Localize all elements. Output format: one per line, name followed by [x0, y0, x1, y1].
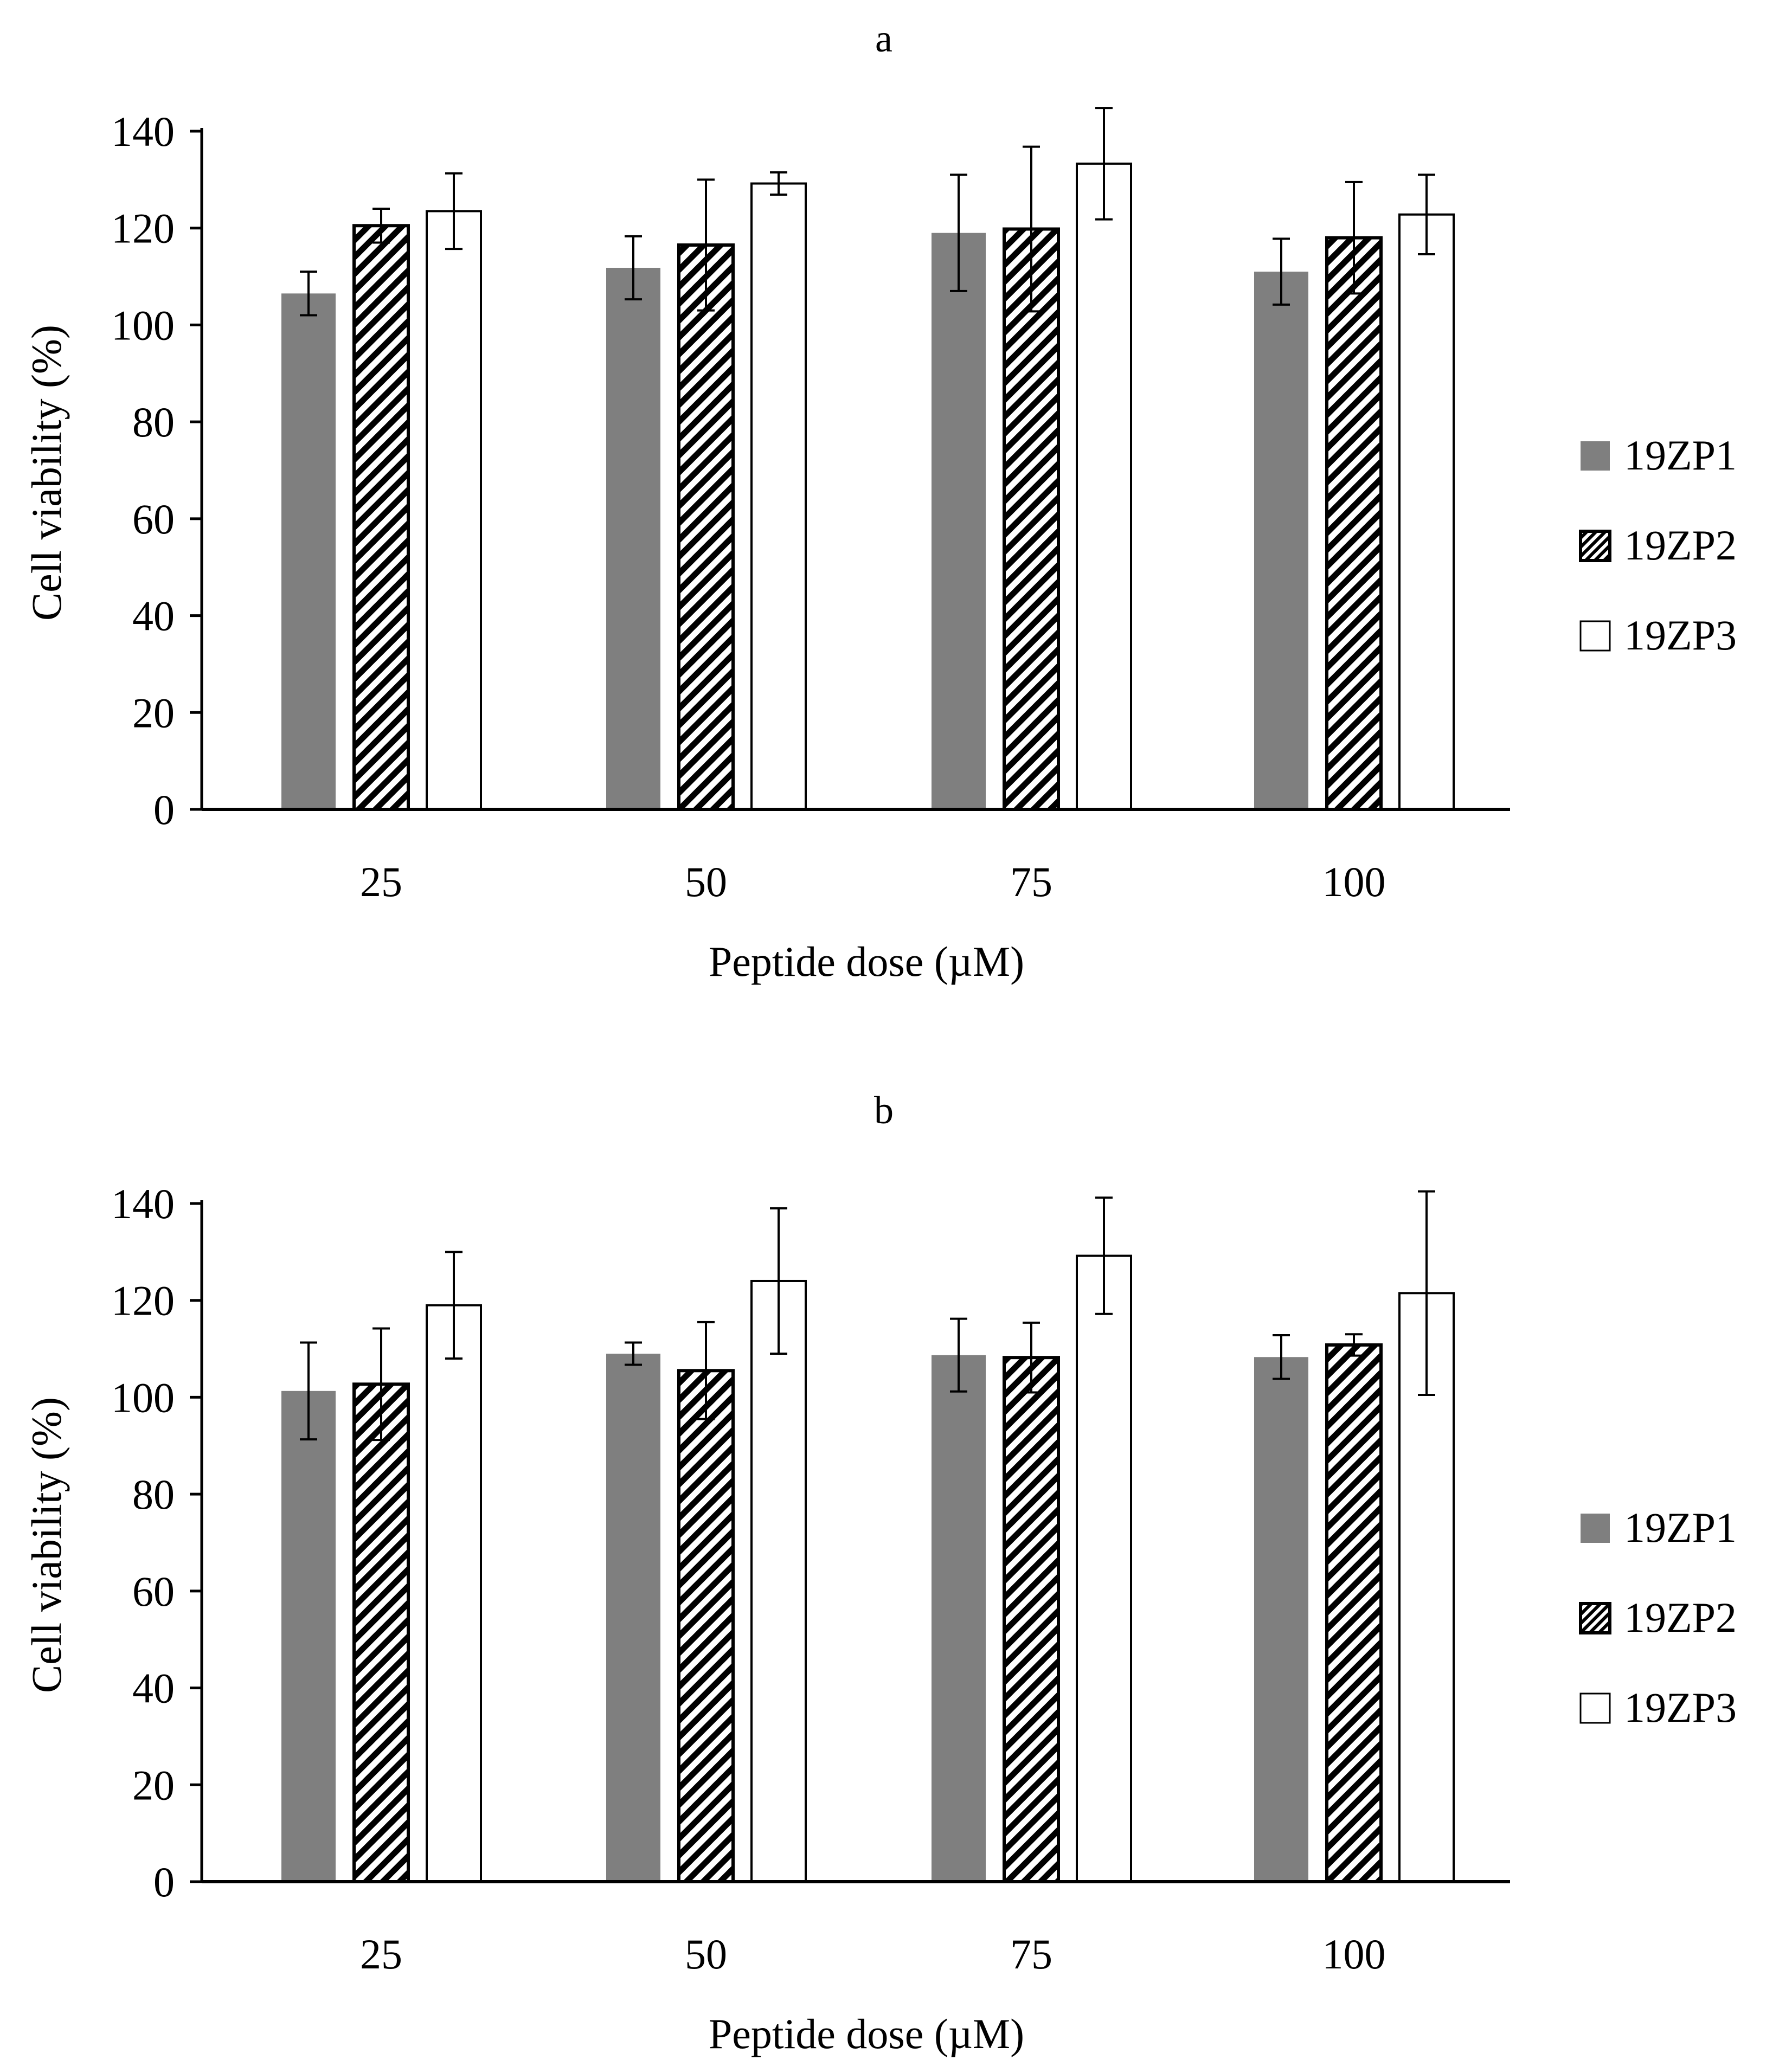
bar-19zp3	[426, 210, 482, 810]
bar-19zp3	[1398, 213, 1455, 810]
plot-area: 0 20 40 60 80 100 120 140 25 50 75 100	[111, 1180, 1510, 1978]
y-tick-label: 100	[111, 1374, 175, 1421]
legend-label-19zp2: 19ZP2	[1624, 1594, 1737, 1641]
bar-19zp1	[606, 267, 660, 809]
panel-label: b	[874, 1089, 894, 1132]
legend-swatch-19zp1	[1581, 1514, 1610, 1543]
bar-19zp3	[750, 1279, 807, 1883]
y-tick-label: 0	[153, 786, 175, 833]
bar-19zp1	[1254, 1357, 1308, 1882]
bar-19zp1	[281, 1391, 336, 1882]
y-tick-label: 80	[132, 1471, 175, 1518]
legend-label-19zp1: 19ZP1	[1624, 432, 1737, 479]
legend: 19ZP1 19ZP2 19ZP3	[1579, 432, 1737, 659]
x-tick-label: 100	[1322, 1930, 1386, 1978]
y-axis-label: Cell viability (%)	[23, 325, 70, 621]
x-tick-label: 75	[1010, 858, 1052, 905]
y-tick-label: 100	[111, 301, 175, 349]
y-tick-label: 140	[111, 108, 175, 155]
bar-19zp2	[1325, 236, 1383, 812]
bar-19zp1	[606, 1354, 660, 1882]
bar-19zp2	[352, 224, 410, 811]
panel-label: a	[875, 17, 892, 60]
legend: 19ZP1 19ZP2 19ZP3	[1579, 1504, 1737, 1731]
legend-label-19zp2: 19ZP2	[1624, 522, 1737, 569]
x-tick-label: 75	[1010, 1930, 1052, 1978]
chart-panel-b: b Cell viability (%) Peptide dose (µM) 0…	[23, 1089, 1737, 2057]
y-tick-label: 60	[132, 495, 175, 543]
bar-19zp2	[1325, 1343, 1383, 1883]
y-tick-label: 20	[132, 1761, 175, 1808]
y-tick-label: 40	[132, 593, 175, 640]
plot-area: 0 20 40 60 80 100 120 140 25 50 75 100	[111, 107, 1510, 905]
bar-19zp3	[750, 182, 807, 810]
legend-swatch-19zp2	[1579, 530, 1611, 562]
bar-19zp3	[426, 1304, 482, 1883]
bar-19zp2	[352, 1382, 410, 1884]
legend-label-19zp3: 19ZP3	[1624, 1684, 1737, 1731]
legend-label-19zp1: 19ZP1	[1624, 1504, 1737, 1551]
bar-19zp3	[1076, 1254, 1132, 1883]
legend-swatch-19zp1	[1581, 441, 1610, 471]
x-tick-label: 25	[360, 1930, 402, 1978]
y-tick-label: 40	[132, 1665, 175, 1712]
bar-19zp2	[677, 1369, 735, 1884]
bar-19zp1	[281, 293, 336, 809]
y-tick-label: 20	[132, 689, 175, 736]
x-tick-label: 50	[685, 1930, 727, 1978]
x-axis-label: Peptide dose (µM)	[709, 938, 1024, 985]
x-axis-label: Peptide dose (µM)	[709, 2010, 1024, 2057]
y-axis-label: Cell viability (%)	[23, 1397, 70, 1693]
legend-swatch-19zp2	[1579, 1602, 1611, 1634]
y-tick-label: 80	[132, 398, 175, 446]
legend-label-19zp3: 19ZP3	[1624, 612, 1737, 659]
legend-swatch-19zp3	[1579, 620, 1611, 652]
y-tick-label: 0	[153, 1858, 175, 1906]
bar-19zp1	[1254, 272, 1308, 809]
bar-19zp2	[677, 243, 735, 812]
bar-19zp1	[932, 1355, 986, 1882]
legend-swatch-19zp3	[1579, 1692, 1611, 1724]
chart-panel-a: a Cell viability (%) Peptide dose (µM) 0…	[23, 17, 1737, 985]
bar-19zp1	[932, 233, 986, 809]
y-tick-label: 120	[111, 205, 175, 252]
x-tick-label: 50	[685, 858, 727, 905]
y-tick-label: 140	[111, 1180, 175, 1227]
bar-19zp2	[1003, 1356, 1060, 1884]
bar-19zp3	[1076, 162, 1132, 811]
x-tick-label: 25	[360, 858, 402, 905]
x-tick-label: 100	[1322, 858, 1386, 905]
bar-19zp2	[1003, 227, 1060, 811]
y-tick-label: 60	[132, 1568, 175, 1615]
y-tick-label: 120	[111, 1277, 175, 1324]
